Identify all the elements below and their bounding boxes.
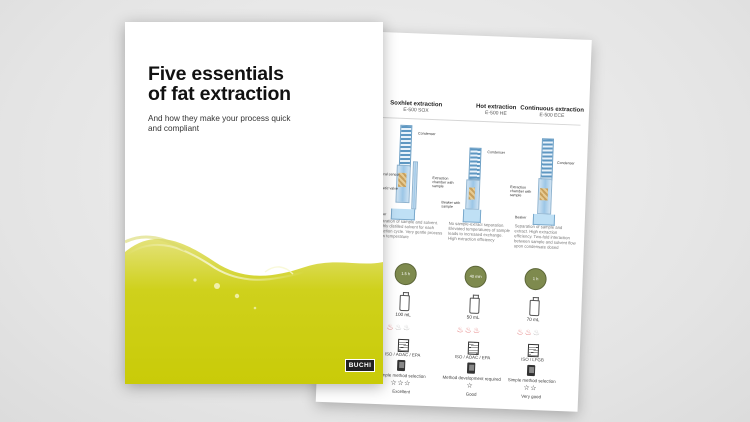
flame-icon: ♨♨♨ [516,327,542,338]
oil-wave-image [125,235,383,384]
solvent-bottle-icon [399,294,410,312]
brochure-cover: Five essentials of fat extraction And ho… [125,22,383,384]
column-soxhlet: Soxhlet extraction E-500 SOX [375,32,460,115]
side-arm [411,161,419,210]
clock-icon: 1 h [524,267,548,291]
sample [539,188,549,201]
flame-icon: ♨♨♨ [456,325,482,336]
cover-title-line-2: of fat extraction [148,83,291,105]
rating-label: Excellent [392,388,411,395]
condenser-coil [398,124,413,168]
sample [468,187,476,200]
clock-icon: 1.5 h [394,262,418,286]
document-icon [467,341,480,355]
label-extraction-chamber: Extraction chamber with sample [432,176,454,189]
label-condenser: Condenser [556,160,575,166]
label-extraction-chamber: Extraction chamber with sample [509,185,532,198]
condenser-coil [540,138,554,181]
document-icon [527,343,540,358]
cover-subtitle-line-2: and compliant [148,124,199,133]
cover-subtitle-line-1: And how they make your process quick [148,114,291,123]
rating-star-icon: ☆☆ [523,384,538,393]
label-condenser: Condenser [418,131,436,137]
solvent-volume: 50 mL [466,314,480,320]
interface-icon [396,359,406,372]
column-continuous: Continuous extraction E-500 ECE [507,37,592,120]
cover-title: Five essentials of fat extraction [148,64,291,104]
label-beaker: Beaker [514,215,527,220]
description-continuous: Separation of sample and extract. High e… [513,223,576,250]
rating-star-icon: ☆ [466,382,474,390]
flame-icon: ♨♨♨ [386,322,412,333]
solvent-bottle-icon [529,299,540,317]
solvent-bottle-icon [469,297,480,314]
buchi-logo: BUCHI [345,359,375,372]
rating-label: Very good [521,393,542,400]
solvent-volume: 70 mL [526,316,540,323]
solvent-volume: 100 mL [395,311,411,318]
clock-icon: 40 min [464,265,488,289]
label-beaker-with-sample: Beaker with sample [441,200,461,209]
interface-icon [466,362,476,374]
rating-star-icon: ☆☆☆ [390,379,411,388]
standards-label: ISO / LFGB [521,356,544,363]
cover-title-line-1: Five essentials [148,63,284,85]
description-hot: No sample-extract separation. Elevated t… [447,220,510,243]
label-condenser: Condenser [487,150,506,155]
interface-icon [526,364,536,377]
description-soxhlet: Separation of sample and solvent. Freshl… [374,217,443,240]
document-icon [397,338,410,353]
condenser-coil [468,147,482,180]
cover-subtitle: And how they make your process quick and… [148,114,348,134]
